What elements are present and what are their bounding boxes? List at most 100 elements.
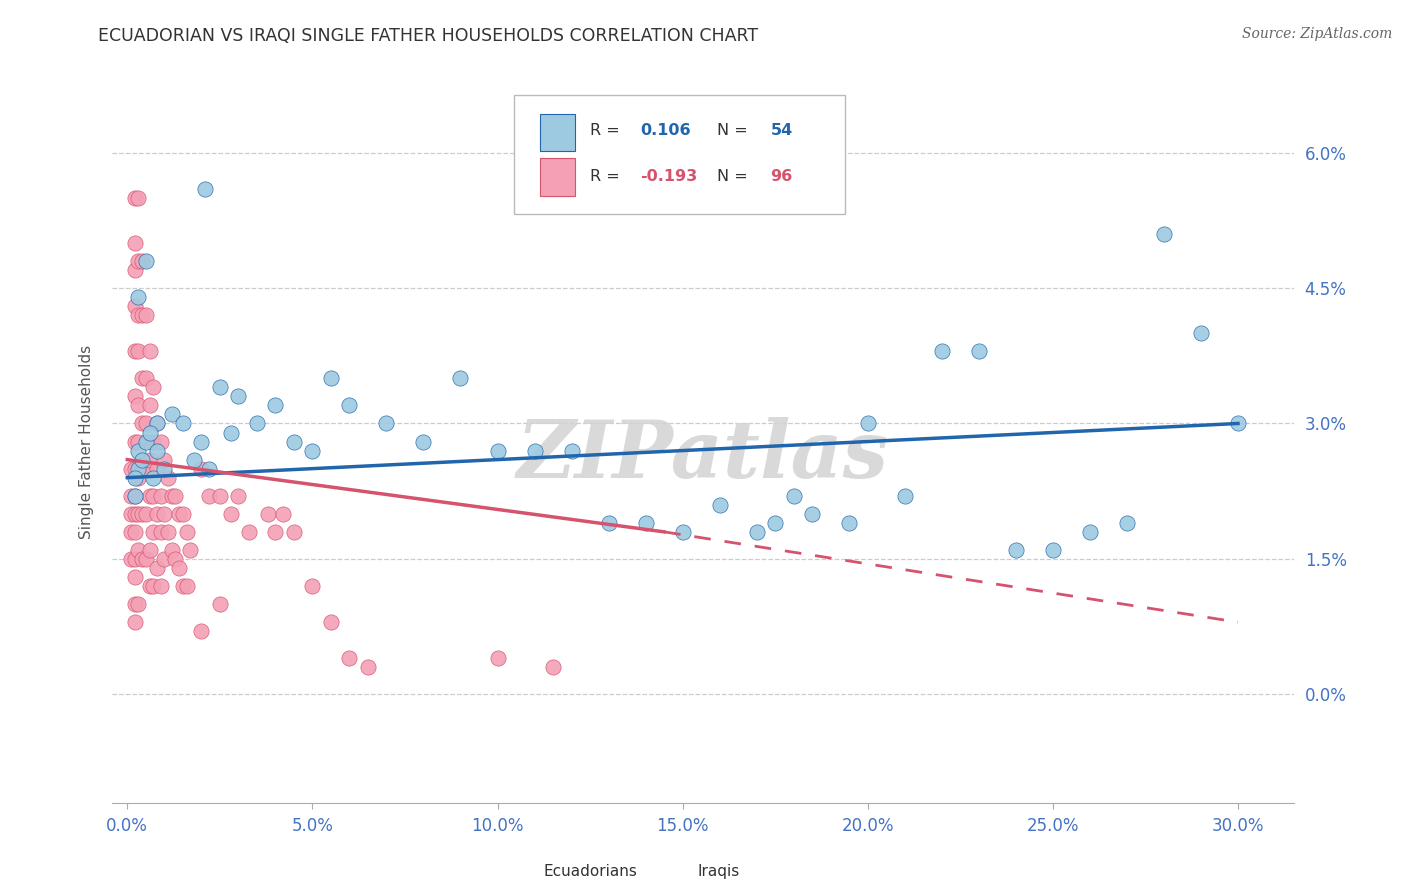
Point xyxy=(124,461,146,475)
Point xyxy=(894,489,917,503)
Point xyxy=(745,524,768,539)
Point xyxy=(135,507,157,521)
Point xyxy=(124,299,146,313)
Point xyxy=(127,443,149,458)
Point xyxy=(120,552,142,566)
Point xyxy=(138,344,160,359)
Point xyxy=(131,552,153,566)
Point xyxy=(124,597,146,611)
Point xyxy=(138,398,160,412)
Text: 96: 96 xyxy=(770,169,793,184)
Point xyxy=(146,417,169,431)
Point xyxy=(301,579,323,593)
Point xyxy=(172,507,194,521)
Point xyxy=(208,597,231,611)
Point xyxy=(634,516,657,530)
Point xyxy=(127,344,149,359)
Point xyxy=(124,570,146,584)
Point xyxy=(124,344,146,359)
Point xyxy=(931,344,953,359)
Point xyxy=(1116,516,1139,530)
Text: Ecuadorians: Ecuadorians xyxy=(544,864,637,879)
Point xyxy=(120,507,142,521)
Point xyxy=(153,552,176,566)
Point xyxy=(1153,227,1175,241)
Point xyxy=(246,417,269,431)
Y-axis label: Single Father Households: Single Father Households xyxy=(79,344,94,539)
Point xyxy=(153,452,176,467)
Point xyxy=(319,371,342,385)
Point xyxy=(160,408,183,422)
Point xyxy=(838,516,860,530)
Text: ECUADORIAN VS IRAQI SINGLE FATHER HOUSEHOLDS CORRELATION CHART: ECUADORIAN VS IRAQI SINGLE FATHER HOUSEH… xyxy=(98,27,759,45)
Point xyxy=(339,651,361,665)
Point xyxy=(541,660,564,674)
Point xyxy=(146,461,169,475)
Point xyxy=(176,524,198,539)
Point xyxy=(176,579,198,593)
Point xyxy=(127,461,149,475)
Point xyxy=(124,434,146,449)
Point xyxy=(135,434,157,449)
Point xyxy=(124,489,146,503)
Point xyxy=(149,434,172,449)
FancyBboxPatch shape xyxy=(655,857,689,886)
Point xyxy=(131,461,153,475)
Point xyxy=(153,461,176,475)
Point xyxy=(146,561,169,575)
Point xyxy=(131,308,153,322)
Point xyxy=(190,434,212,449)
Point xyxy=(561,443,583,458)
Point xyxy=(257,507,280,521)
Point xyxy=(1078,524,1101,539)
Point xyxy=(160,542,183,557)
Point xyxy=(523,443,546,458)
Point xyxy=(120,461,142,475)
Point xyxy=(138,425,160,440)
Point xyxy=(160,489,183,503)
Text: N =: N = xyxy=(717,123,754,138)
FancyBboxPatch shape xyxy=(515,95,845,214)
Point xyxy=(208,380,231,394)
Point xyxy=(149,524,172,539)
Point xyxy=(856,417,879,431)
Point xyxy=(167,507,190,521)
Text: R =: R = xyxy=(589,123,624,138)
Point xyxy=(967,344,990,359)
Point xyxy=(135,552,157,566)
Point xyxy=(124,470,146,484)
Point xyxy=(190,624,212,639)
Point xyxy=(219,425,242,440)
Point xyxy=(709,498,731,512)
Point xyxy=(339,398,361,412)
Point xyxy=(165,552,187,566)
Point xyxy=(127,434,149,449)
Point xyxy=(283,434,305,449)
Point xyxy=(127,308,149,322)
Point xyxy=(208,489,231,503)
Text: 0.106: 0.106 xyxy=(640,123,690,138)
Point xyxy=(783,489,806,503)
Point xyxy=(219,507,242,521)
Point xyxy=(138,489,160,503)
Point xyxy=(142,524,165,539)
Point xyxy=(165,489,187,503)
Point xyxy=(238,524,260,539)
Text: Iraqis: Iraqis xyxy=(697,864,740,879)
Point xyxy=(172,579,194,593)
Point xyxy=(142,434,165,449)
Point xyxy=(1227,417,1250,431)
Point xyxy=(283,524,305,539)
Point xyxy=(124,615,146,630)
Point xyxy=(124,552,146,566)
Point xyxy=(124,524,146,539)
Text: Source: ZipAtlas.com: Source: ZipAtlas.com xyxy=(1241,27,1392,41)
Point xyxy=(190,461,212,475)
Text: -0.193: -0.193 xyxy=(640,169,697,184)
Point xyxy=(127,290,149,304)
Point xyxy=(127,597,149,611)
Point xyxy=(167,561,190,575)
Point xyxy=(124,263,146,277)
Point xyxy=(135,461,157,475)
Point xyxy=(124,489,146,503)
